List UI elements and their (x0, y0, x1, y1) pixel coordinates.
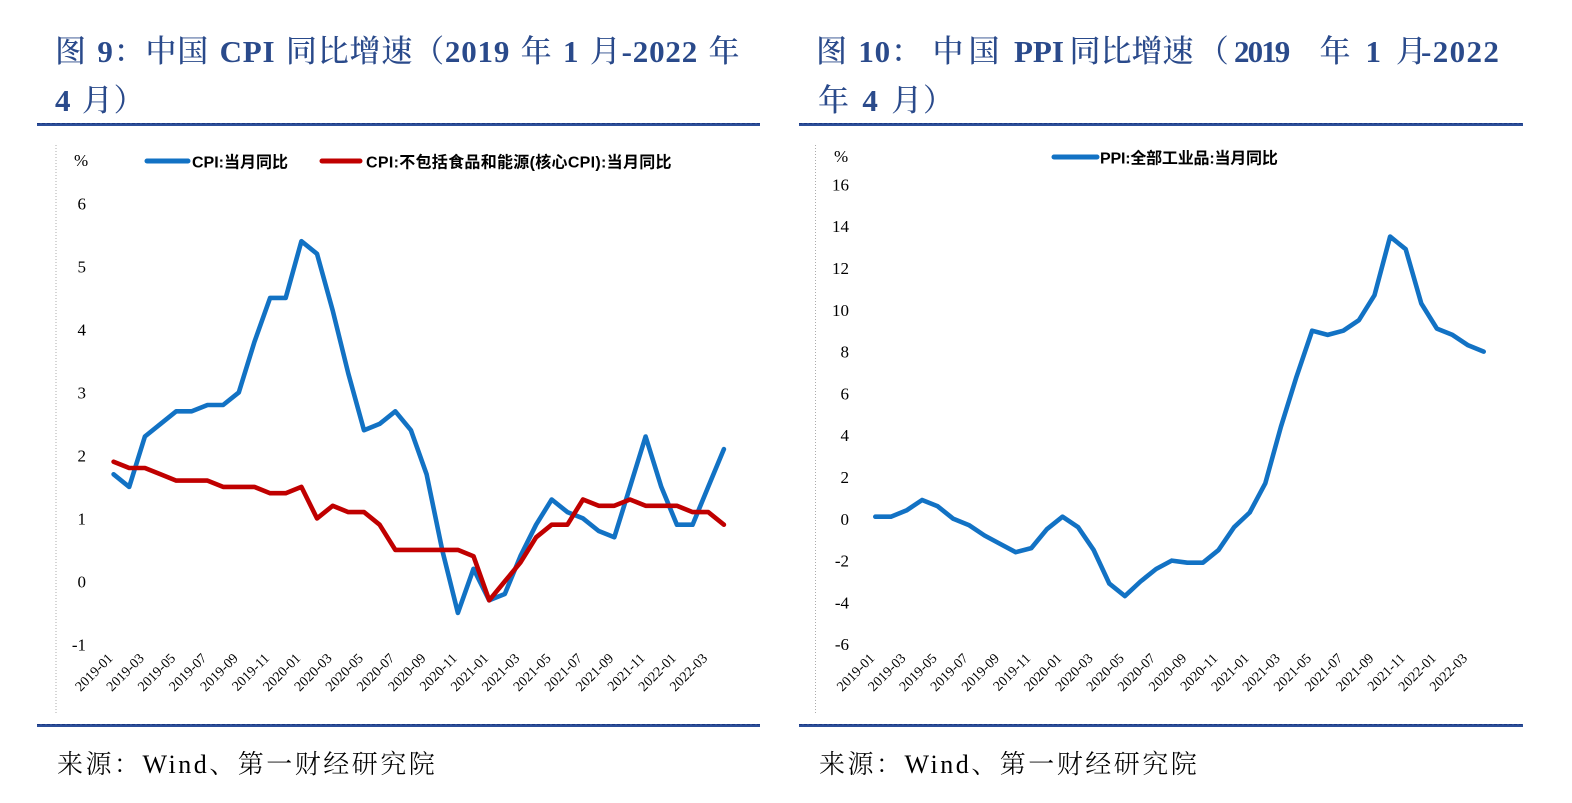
svg-text:2: 2 (78, 446, 87, 465)
svg-text:4: 4 (78, 320, 87, 339)
svg-text:6: 6 (78, 194, 87, 213)
svg-text:1: 1 (78, 509, 87, 528)
svg-text:0: 0 (841, 510, 850, 529)
svg-text:%: % (834, 147, 848, 166)
svg-text:-6: -6 (835, 635, 849, 654)
svg-text:-2: -2 (835, 552, 849, 571)
svg-text:4: 4 (841, 426, 850, 445)
svg-text:CPI:不包括食品和能源(核心CPI):当月同比: CPI:不包括食品和能源(核心CPI):当月同比 (366, 149, 672, 173)
svg-text:%: % (74, 151, 88, 170)
svg-text:PPI:全部工业品:当月同比: PPI:全部工业品:当月同比 (1100, 145, 1278, 169)
svg-text:-1: -1 (72, 635, 86, 654)
svg-text:10: 10 (832, 301, 849, 320)
svg-text:0: 0 (78, 572, 87, 591)
svg-text:CPI:当月同比: CPI:当月同比 (192, 149, 288, 173)
svg-text:3: 3 (78, 383, 87, 402)
svg-text:12: 12 (832, 259, 849, 278)
svg-text:-4: -4 (835, 593, 850, 612)
svg-text:5: 5 (78, 257, 87, 276)
svg-text:14: 14 (832, 217, 850, 236)
svg-text:2: 2 (841, 468, 850, 487)
svg-text:16: 16 (832, 175, 849, 194)
svg-text:6: 6 (841, 384, 850, 403)
svg-text:8: 8 (841, 343, 850, 362)
